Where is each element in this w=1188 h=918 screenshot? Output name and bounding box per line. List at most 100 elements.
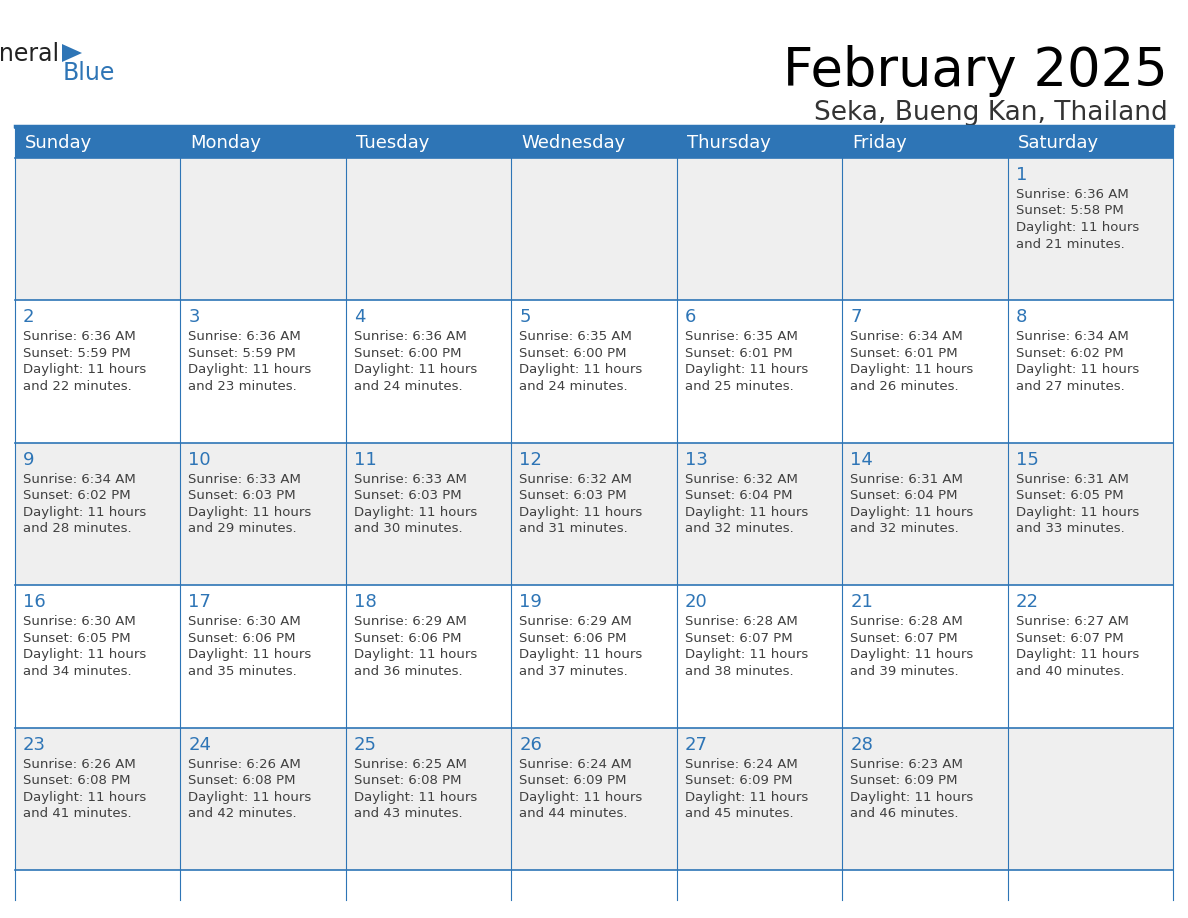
Text: Sunset: 6:09 PM: Sunset: 6:09 PM (851, 774, 958, 787)
Text: Sunset: 6:03 PM: Sunset: 6:03 PM (189, 489, 296, 502)
Text: Sunrise: 6:24 AM: Sunrise: 6:24 AM (684, 757, 797, 770)
Text: Sunset: 6:00 PM: Sunset: 6:00 PM (354, 347, 461, 360)
Text: Sunrise: 6:31 AM: Sunrise: 6:31 AM (1016, 473, 1129, 486)
Text: Sunrise: 6:28 AM: Sunrise: 6:28 AM (851, 615, 963, 628)
Text: 10: 10 (189, 451, 211, 469)
Text: Sunrise: 6:32 AM: Sunrise: 6:32 AM (684, 473, 797, 486)
Text: 24: 24 (189, 735, 211, 754)
Text: Saturday: Saturday (1018, 134, 1099, 152)
Polygon shape (62, 44, 82, 62)
Text: Sunrise: 6:32 AM: Sunrise: 6:32 AM (519, 473, 632, 486)
Text: and 32 minutes.: and 32 minutes. (684, 522, 794, 535)
Text: and 41 minutes.: and 41 minutes. (23, 807, 132, 820)
Bar (15, 585, 181, 728)
Text: and 36 minutes.: and 36 minutes. (354, 665, 462, 677)
Text: 1: 1 (1016, 166, 1026, 184)
Bar (346, 442, 511, 585)
Bar (842, 442, 1007, 585)
Bar (346, 585, 511, 728)
Text: Daylight: 11 hours: Daylight: 11 hours (1016, 364, 1139, 376)
Text: Daylight: 11 hours: Daylight: 11 hours (519, 790, 643, 803)
Text: Sunrise: 6:36 AM: Sunrise: 6:36 AM (354, 330, 467, 343)
Text: Sunset: 6:06 PM: Sunset: 6:06 PM (189, 632, 296, 644)
Bar (677, 300, 842, 442)
Bar (346, 158, 511, 300)
Text: Sunrise: 6:34 AM: Sunrise: 6:34 AM (851, 330, 963, 343)
Bar (181, 300, 346, 442)
Text: and 24 minutes.: and 24 minutes. (519, 380, 628, 393)
Bar (15, 442, 181, 585)
Text: and 42 minutes.: and 42 minutes. (189, 807, 297, 820)
Text: Daylight: 11 hours: Daylight: 11 hours (354, 364, 478, 376)
Bar (346, 128, 511, 158)
Text: Tuesday: Tuesday (356, 134, 429, 152)
Text: Daylight: 11 hours: Daylight: 11 hours (354, 648, 478, 661)
Text: and 23 minutes.: and 23 minutes. (189, 380, 297, 393)
Text: Seka, Bueng Kan, Thailand: Seka, Bueng Kan, Thailand (814, 100, 1168, 126)
Text: 20: 20 (684, 593, 708, 611)
Text: 17: 17 (189, 593, 211, 611)
Text: and 34 minutes.: and 34 minutes. (23, 665, 132, 677)
Bar (181, 728, 346, 870)
Text: Sunrise: 6:26 AM: Sunrise: 6:26 AM (23, 757, 135, 770)
Bar (842, 728, 1007, 870)
Text: Sunset: 6:07 PM: Sunset: 6:07 PM (851, 632, 958, 644)
Text: Sunset: 6:05 PM: Sunset: 6:05 PM (23, 632, 131, 644)
Text: Sunset: 6:03 PM: Sunset: 6:03 PM (354, 489, 461, 502)
Text: Sunrise: 6:35 AM: Sunrise: 6:35 AM (684, 330, 797, 343)
Text: and 32 minutes.: and 32 minutes. (851, 522, 959, 535)
Text: 9: 9 (23, 451, 34, 469)
Text: Sunset: 6:01 PM: Sunset: 6:01 PM (851, 347, 958, 360)
Text: Sunset: 6:06 PM: Sunset: 6:06 PM (354, 632, 461, 644)
Bar (1007, 128, 1173, 158)
Text: and 26 minutes.: and 26 minutes. (851, 380, 959, 393)
Bar (677, 128, 842, 158)
Text: Daylight: 11 hours: Daylight: 11 hours (684, 790, 808, 803)
Text: Blue: Blue (63, 61, 115, 85)
Bar (511, 128, 677, 158)
Text: 7: 7 (851, 308, 861, 327)
Bar (181, 442, 346, 585)
Text: 13: 13 (684, 451, 708, 469)
Text: Sunset: 6:02 PM: Sunset: 6:02 PM (23, 489, 131, 502)
Text: Sunrise: 6:29 AM: Sunrise: 6:29 AM (354, 615, 467, 628)
Text: Sunrise: 6:36 AM: Sunrise: 6:36 AM (189, 330, 302, 343)
Text: Sunset: 5:59 PM: Sunset: 5:59 PM (189, 347, 296, 360)
Text: and 38 minutes.: and 38 minutes. (684, 665, 794, 677)
Bar (842, 158, 1007, 300)
Text: Sunrise: 6:33 AM: Sunrise: 6:33 AM (354, 473, 467, 486)
Text: Daylight: 11 hours: Daylight: 11 hours (684, 648, 808, 661)
Text: Daylight: 11 hours: Daylight: 11 hours (354, 506, 478, 519)
Text: 14: 14 (851, 451, 873, 469)
Bar (15, 158, 181, 300)
Text: 4: 4 (354, 308, 366, 327)
Text: Sunset: 6:09 PM: Sunset: 6:09 PM (519, 774, 627, 787)
Text: 5: 5 (519, 308, 531, 327)
Text: Sunrise: 6:34 AM: Sunrise: 6:34 AM (1016, 330, 1129, 343)
Text: Daylight: 11 hours: Daylight: 11 hours (189, 790, 311, 803)
Text: Daylight: 11 hours: Daylight: 11 hours (1016, 648, 1139, 661)
Text: Daylight: 11 hours: Daylight: 11 hours (189, 648, 311, 661)
Text: Friday: Friday (852, 134, 906, 152)
Text: and 45 minutes.: and 45 minutes. (684, 807, 794, 820)
Bar (15, 728, 181, 870)
Bar (181, 158, 346, 300)
Text: and 43 minutes.: and 43 minutes. (354, 807, 462, 820)
Text: Sunset: 6:03 PM: Sunset: 6:03 PM (519, 489, 627, 502)
Text: Daylight: 11 hours: Daylight: 11 hours (23, 364, 146, 376)
Text: Sunset: 5:58 PM: Sunset: 5:58 PM (1016, 205, 1124, 218)
Text: Sunrise: 6:30 AM: Sunrise: 6:30 AM (23, 615, 135, 628)
Text: 19: 19 (519, 593, 542, 611)
Text: 6: 6 (684, 308, 696, 327)
Bar (1007, 442, 1173, 585)
Text: Daylight: 11 hours: Daylight: 11 hours (851, 648, 973, 661)
Bar (15, 128, 181, 158)
Bar (1007, 728, 1173, 870)
Bar (511, 300, 677, 442)
Text: and 21 minutes.: and 21 minutes. (1016, 238, 1124, 251)
Text: 18: 18 (354, 593, 377, 611)
Bar (1007, 158, 1173, 300)
Bar (677, 158, 842, 300)
Text: Wednesday: Wednesday (522, 134, 626, 152)
Bar (677, 728, 842, 870)
